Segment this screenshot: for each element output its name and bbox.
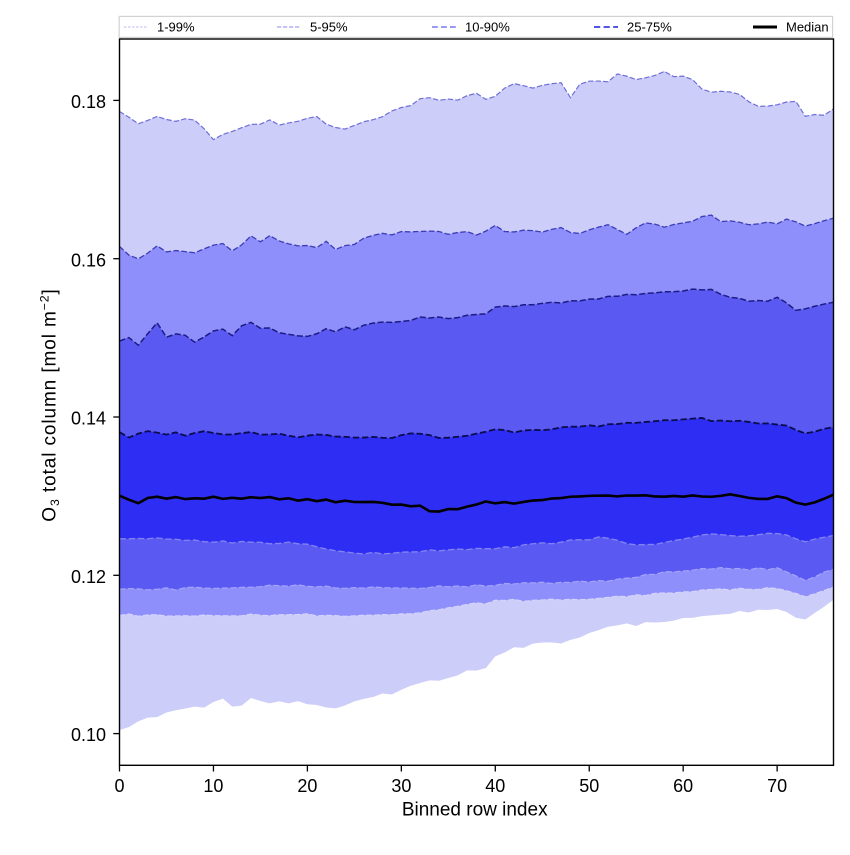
svg-text:40: 40: [485, 776, 505, 796]
svg-text:0.12: 0.12: [71, 567, 106, 587]
svg-text:0.14: 0.14: [71, 409, 106, 429]
svg-text:5-95%: 5-95%: [310, 20, 348, 35]
svg-text:0.18: 0.18: [71, 92, 106, 112]
svg-text:30: 30: [391, 776, 411, 796]
svg-text:0.16: 0.16: [71, 250, 106, 270]
svg-text:50: 50: [579, 776, 599, 796]
svg-text:25-75%: 25-75%: [627, 20, 672, 35]
svg-text:20: 20: [297, 776, 317, 796]
svg-text:1-99%: 1-99%: [157, 20, 195, 35]
svg-text:0.10: 0.10: [71, 725, 106, 745]
svg-text:Median: Median: [786, 20, 829, 35]
svg-text:70: 70: [767, 776, 787, 796]
svg-text:10: 10: [203, 776, 223, 796]
svg-text:Binned row index: Binned row index: [402, 799, 548, 820]
svg-text:O3 total column [mol m−2]: O3 total column [mol m−2]: [38, 288, 63, 521]
svg-text:10-90%: 10-90%: [465, 20, 510, 35]
svg-text:60: 60: [673, 776, 693, 796]
svg-text:0: 0: [114, 776, 124, 796]
